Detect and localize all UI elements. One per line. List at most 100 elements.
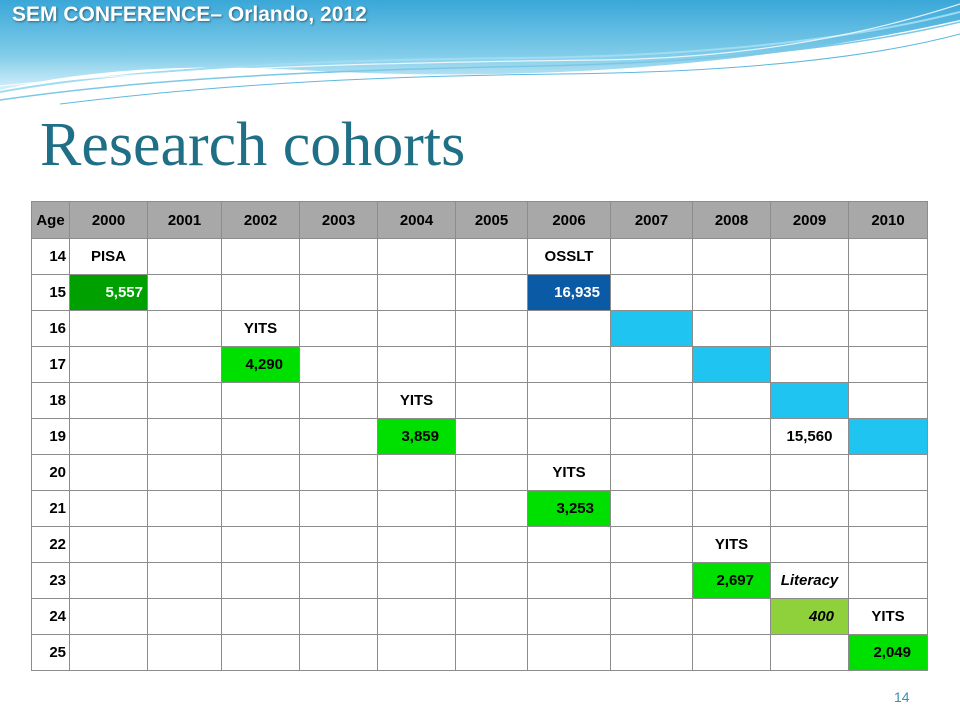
- table-cell: [692, 454, 771, 491]
- table-row: 19 3,859 15,560: [31, 418, 928, 455]
- table-cell: [848, 238, 928, 275]
- table-cell: [455, 238, 528, 275]
- table-row: 22 YITS: [31, 526, 928, 563]
- table-cell: [299, 562, 378, 599]
- highlighted-cell: [848, 418, 928, 455]
- table-cell: [692, 310, 771, 347]
- table-cell: [610, 526, 693, 563]
- table-row: 14 PISA OSSLT: [31, 238, 928, 275]
- table-cell: [455, 490, 528, 527]
- table-row: 15 5,557 16,935: [31, 274, 928, 311]
- table-row: 24 400 YITS: [31, 598, 928, 635]
- table-cell: [69, 526, 148, 563]
- table-cell: [69, 454, 148, 491]
- table-cell: [377, 310, 456, 347]
- table-cell: [527, 526, 611, 563]
- table-cell: [147, 490, 222, 527]
- table-cell: [610, 490, 693, 527]
- age-cell: 17: [31, 346, 70, 383]
- table-cell: [610, 418, 693, 455]
- table-cell: [692, 634, 771, 671]
- highlighted-cell: 2,049: [848, 634, 928, 671]
- table-row: 16 YITS: [31, 310, 928, 347]
- table-cell: [69, 634, 148, 671]
- table-cell: [377, 598, 456, 635]
- highlighted-cell: 400: [770, 598, 849, 635]
- table-cell: YITS: [527, 454, 611, 491]
- table-cell: [299, 238, 378, 275]
- page-number: 14: [894, 689, 910, 705]
- highlighted-cell: 5,557: [69, 274, 148, 311]
- column-header-year: 2005: [455, 201, 528, 239]
- table-cell: [299, 490, 378, 527]
- table-cell: [848, 382, 928, 419]
- table-cell: YITS: [692, 526, 771, 563]
- table-cell: [692, 490, 771, 527]
- table-cell: [147, 382, 222, 419]
- table-cell: [147, 418, 222, 455]
- table-cell: [610, 382, 693, 419]
- highlighted-cell: [770, 382, 849, 419]
- table-row: 23 2,697 Literacy: [31, 562, 928, 599]
- table-cell: [299, 346, 378, 383]
- table-cell: [147, 526, 222, 563]
- table-cell: [770, 526, 849, 563]
- table-cell: [455, 346, 528, 383]
- highlighted-cell: 4,290: [221, 346, 300, 383]
- age-cell: 21: [31, 490, 70, 527]
- column-header-year: 2010: [848, 201, 928, 239]
- table-cell: [299, 634, 378, 671]
- table-cell: [848, 454, 928, 491]
- age-cell: 22: [31, 526, 70, 563]
- table-cell: [692, 274, 771, 311]
- table-cell: [527, 634, 611, 671]
- table-cell: [455, 382, 528, 419]
- table-cell: [221, 382, 300, 419]
- table-cell: [527, 382, 611, 419]
- table-cell: [221, 562, 300, 599]
- column-header-year: 2004: [377, 201, 456, 239]
- age-cell: 23: [31, 562, 70, 599]
- table-cell: [221, 454, 300, 491]
- table-cell: [299, 274, 378, 311]
- table-cell: [69, 598, 148, 635]
- table-cell: [692, 598, 771, 635]
- table-cell: [69, 562, 148, 599]
- table-cell: [455, 598, 528, 635]
- table-cell: YITS: [848, 598, 928, 635]
- column-header-age: Age: [31, 201, 70, 239]
- table-cell: [527, 418, 611, 455]
- table-cell: [770, 346, 849, 383]
- table-cell: [610, 454, 693, 491]
- table-cell: [455, 454, 528, 491]
- table-cell: Literacy: [770, 562, 849, 599]
- column-header-year: 2000: [69, 201, 148, 239]
- table-cell: [377, 346, 456, 383]
- table-cell: [770, 274, 849, 311]
- table-cell: [147, 274, 222, 311]
- conference-header: SEM CONFERENCE– Orlando, 2012: [12, 3, 367, 26]
- table-cell: OSSLT: [527, 238, 611, 275]
- table-cell: [147, 346, 222, 383]
- table-cell: YITS: [221, 310, 300, 347]
- table-cell: [455, 274, 528, 311]
- table-cell: [377, 526, 456, 563]
- table-cell: [610, 346, 693, 383]
- table-cell: [69, 490, 148, 527]
- table-cell: [147, 634, 222, 671]
- age-cell: 24: [31, 598, 70, 635]
- table-cell: [610, 238, 693, 275]
- table-cell: [69, 382, 148, 419]
- table-cell: [377, 562, 456, 599]
- table-cell: [221, 634, 300, 671]
- table-cell: 15,560: [770, 418, 849, 455]
- table-cell: [377, 238, 456, 275]
- table-cell: [299, 598, 378, 635]
- table-cell: [147, 310, 222, 347]
- table-cell: [147, 562, 222, 599]
- table-cell: [455, 526, 528, 563]
- column-header-year: 2006: [527, 201, 611, 239]
- table-row: 20 YITS: [31, 454, 928, 491]
- table-cell: [377, 454, 456, 491]
- age-cell: 14: [31, 238, 70, 275]
